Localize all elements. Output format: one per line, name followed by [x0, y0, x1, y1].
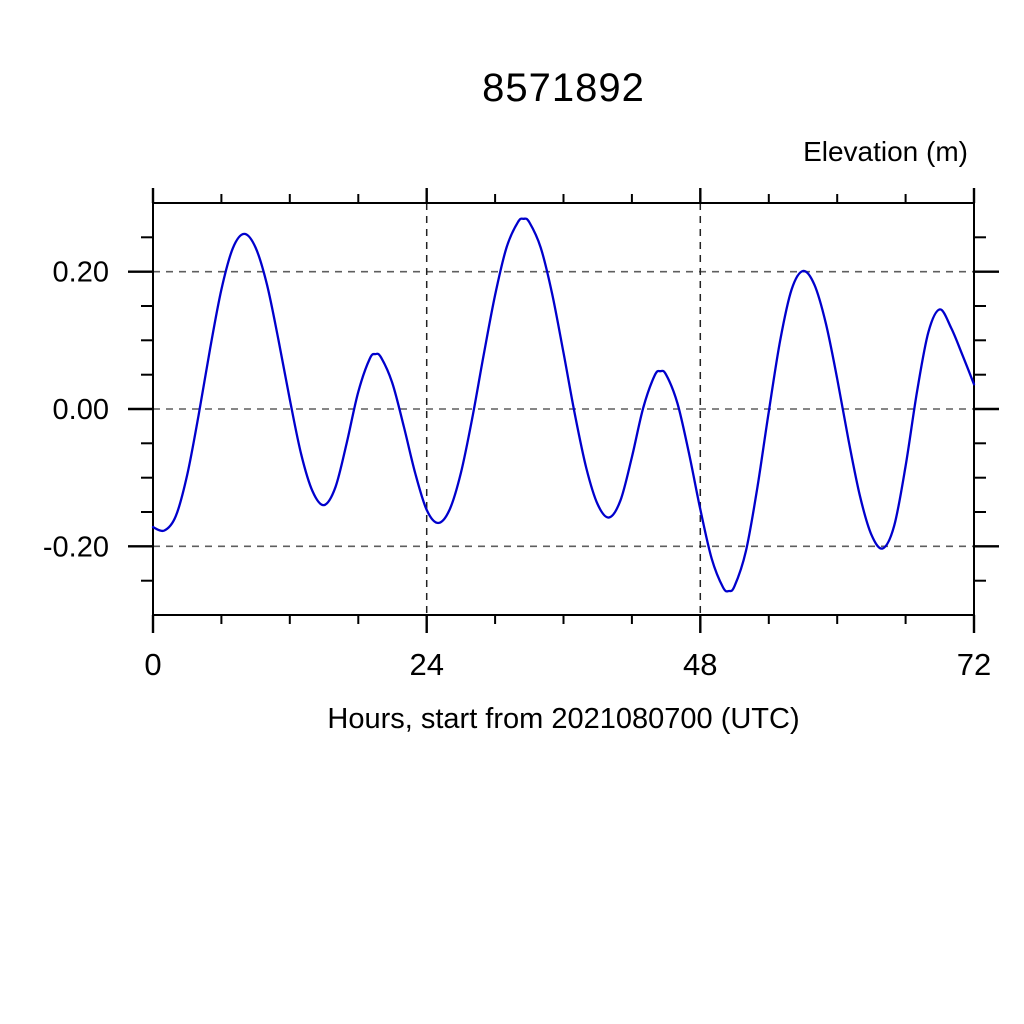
- x-tick-label: 72: [957, 647, 991, 682]
- y-tick-label: 0.00: [53, 394, 109, 426]
- x-axis-title: Hours, start from 2021080700 (UTC): [327, 703, 800, 735]
- y-axis-title: Elevation (m): [803, 136, 968, 167]
- y-tick-label: 0.20: [53, 257, 109, 289]
- elevation-curve: [151, 217, 976, 593]
- chart-title: 8571892: [482, 66, 645, 110]
- x-tick-label: 24: [409, 647, 443, 682]
- x-tick-label: 0: [144, 647, 161, 682]
- x-tick-label: 48: [683, 647, 717, 682]
- y-tick-label: -0.20: [43, 531, 109, 563]
